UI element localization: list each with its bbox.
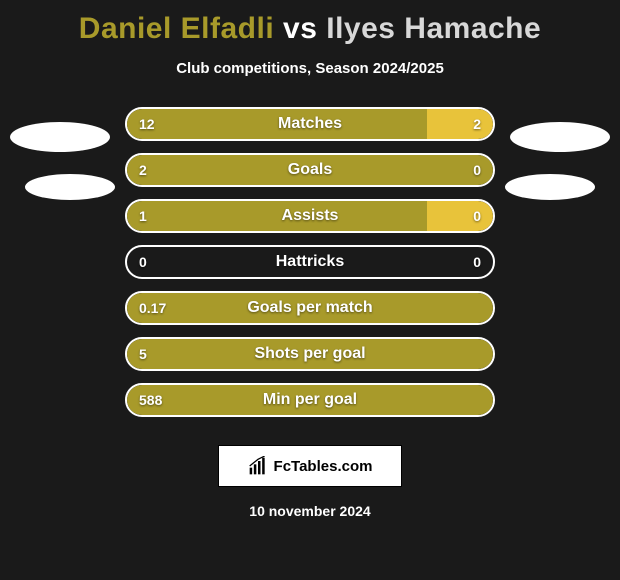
title-player2: Ilyes Hamache — [326, 12, 541, 45]
comparison-chart: Matches122Goals20Assists10Hattricks00Goa… — [0, 107, 620, 417]
stat-value-player1: 588 — [139, 383, 162, 417]
stat-value-player1: 0.17 — [139, 291, 166, 325]
stat-row: Shots per goal5 — [125, 337, 495, 371]
stat-value-player2: 0 — [473, 153, 481, 187]
chart-icon — [248, 456, 268, 476]
stat-value-player1: 1 — [139, 199, 147, 233]
stat-row: Min per goal588 — [125, 383, 495, 417]
title-vs: vs — [274, 12, 326, 45]
stat-row: Assists1 0 — [125, 199, 495, 233]
subtitle: Club competitions, Season 2024/2025 — [0, 60, 620, 77]
stat-value-player2: 0 — [473, 199, 481, 233]
stat-value-player1: 12 — [139, 107, 155, 141]
stat-label: Goals — [125, 153, 495, 187]
date-text: 10 november 2024 — [0, 503, 620, 519]
stat-label: Goals per match — [125, 291, 495, 325]
stat-label: Hattricks — [125, 245, 495, 279]
page-title: Daniel Elfadli vs Ilyes Hamache — [0, 0, 620, 46]
stat-label: Shots per goal — [125, 337, 495, 371]
stat-value-player2: 2 — [473, 107, 481, 141]
stat-value-player1: 2 — [139, 153, 147, 187]
brand-text: FcTables.com — [274, 458, 373, 475]
stat-label: Min per goal — [125, 383, 495, 417]
stat-value-player1: 5 — [139, 337, 147, 371]
stat-row: Matches12 2 — [125, 107, 495, 141]
brand-badge[interactable]: FcTables.com — [218, 445, 402, 487]
stat-row: Goals2 0 — [125, 153, 495, 187]
stat-label: Assists — [125, 199, 495, 233]
stat-value-player2: 0 — [473, 245, 481, 279]
stat-row: Goals per match0.17 — [125, 291, 495, 325]
stat-label: Matches — [125, 107, 495, 141]
stat-row: Hattricks0 0 — [125, 245, 495, 279]
stat-value-player1: 0 — [139, 245, 147, 279]
title-player1: Daniel Elfadli — [79, 12, 274, 45]
